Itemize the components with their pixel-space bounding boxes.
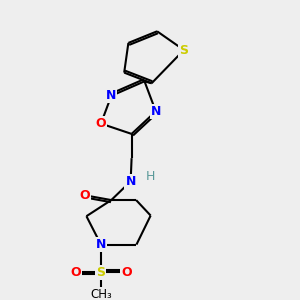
Text: O: O [70,266,81,278]
Text: N: N [151,105,161,118]
Text: S: S [97,266,106,278]
Text: CH₃: CH₃ [90,288,112,300]
Text: N: N [125,175,136,188]
Text: H: H [146,170,155,183]
Text: O: O [96,117,106,130]
Text: O: O [122,266,132,278]
Text: O: O [79,189,90,202]
Text: S: S [179,44,188,56]
Text: N: N [106,89,116,102]
Text: N: N [96,238,106,251]
